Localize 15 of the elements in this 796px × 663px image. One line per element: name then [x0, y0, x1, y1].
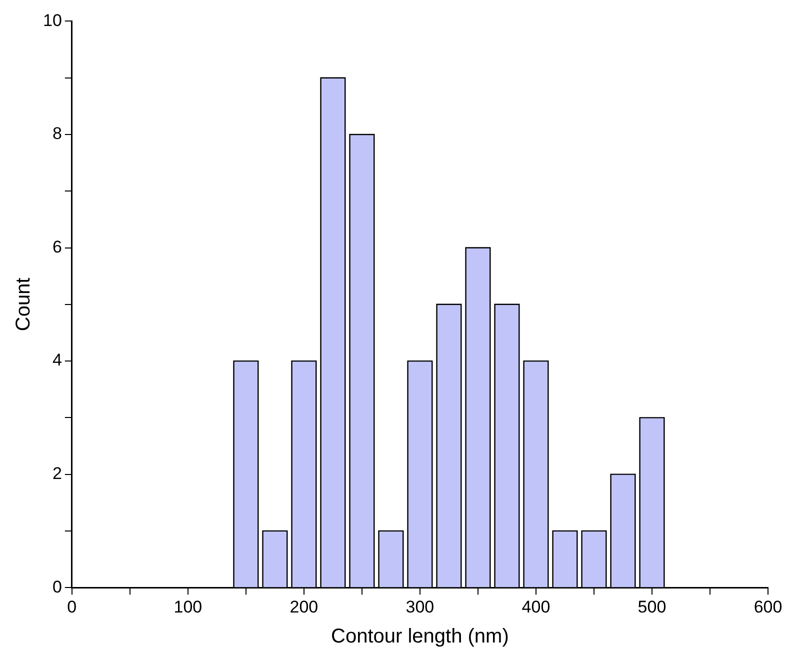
- x-axis-title: Contour length (nm): [331, 626, 509, 648]
- y-tick-label: 10: [42, 10, 62, 30]
- y-axis-title: Count: [12, 277, 35, 332]
- y-tick-label: 4: [52, 350, 62, 370]
- x-tick-label: 500: [638, 597, 666, 616]
- y-tick-label: 0: [52, 577, 62, 596]
- x-tick-label: 100: [174, 597, 202, 616]
- y-tick-label: 8: [52, 124, 62, 144]
- y-tick-label: 2: [52, 464, 62, 484]
- x-tick-label: 600: [754, 597, 782, 616]
- y-tick-label: 6: [52, 237, 62, 256]
- x-tick-label: 0: [67, 597, 77, 616]
- x-tick-label: 400: [522, 597, 550, 616]
- x-tick-label: 300: [406, 597, 434, 616]
- x-tick-label: 200: [290, 597, 318, 616]
